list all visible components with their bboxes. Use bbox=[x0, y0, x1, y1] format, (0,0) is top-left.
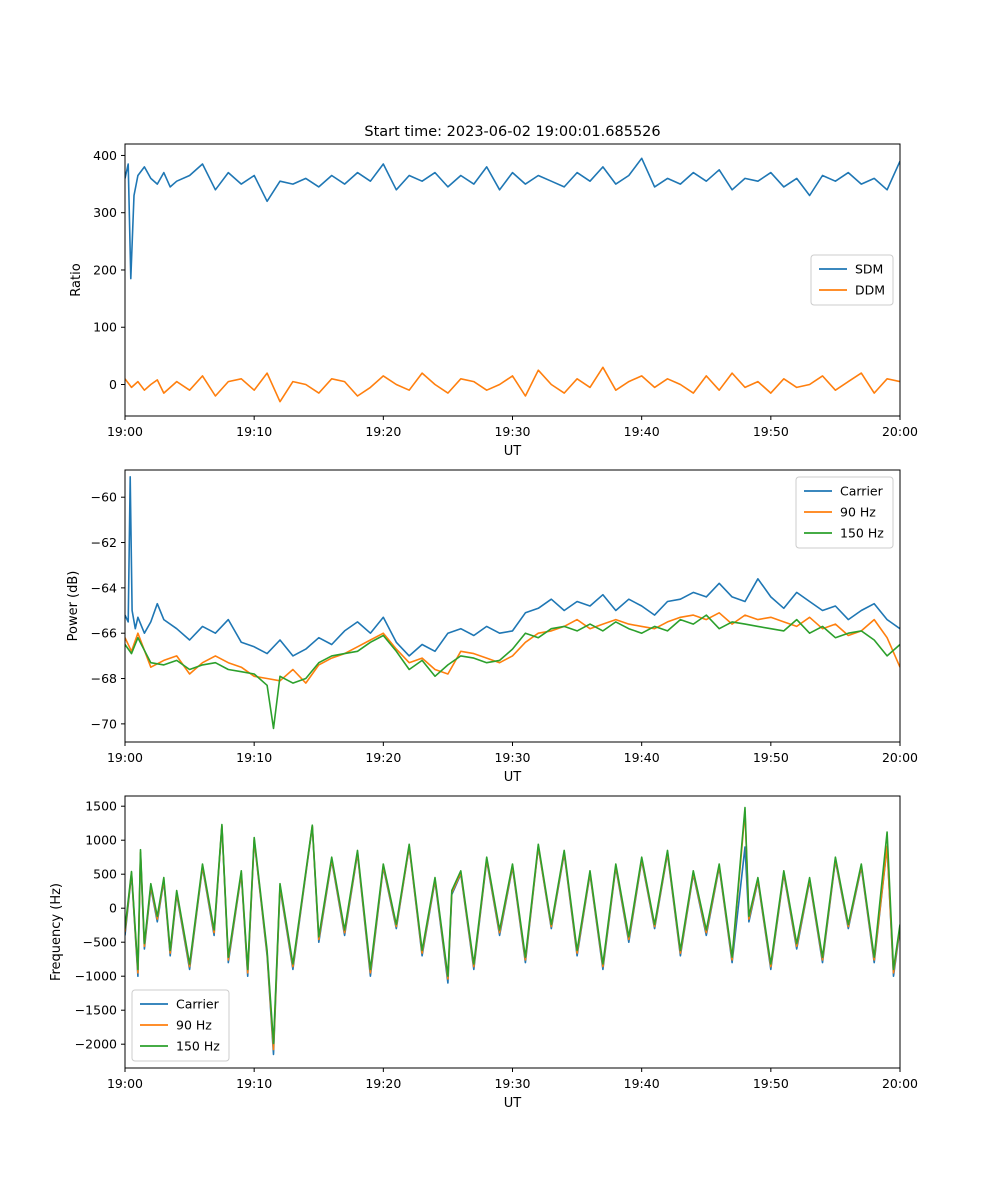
legend-label: 90 Hz bbox=[840, 505, 876, 520]
y-tick-label: −60 bbox=[91, 490, 117, 505]
y-tick-label: −68 bbox=[91, 671, 117, 686]
legend: Carrier 90 Hz 150 Hz bbox=[795, 476, 894, 549]
x-axis-label: UT bbox=[504, 770, 522, 785]
y-tick-label: 1000 bbox=[85, 833, 117, 848]
y-tick-label: −62 bbox=[91, 535, 117, 550]
x-tick-label: 20:00 bbox=[882, 1076, 918, 1091]
legend-label: DDM bbox=[855, 283, 885, 298]
series-line-sdm bbox=[125, 157, 900, 280]
legend-label: Carrier bbox=[840, 484, 884, 499]
x-tick-label: 19:30 bbox=[494, 750, 530, 765]
y-tick-label: −66 bbox=[91, 626, 117, 641]
x-tick-label: 19:50 bbox=[753, 750, 789, 765]
x-axis-label: UT bbox=[504, 444, 522, 459]
legend: SDM DDM bbox=[810, 254, 894, 306]
legend-label: SDM bbox=[855, 262, 883, 277]
figure-title: Start time: 2023-06-02 19:00:01.685526 bbox=[364, 124, 660, 140]
y-tick-label: 100 bbox=[93, 320, 117, 335]
y-tick-label: −64 bbox=[91, 580, 117, 595]
y-axis-label: Power (dB) bbox=[66, 571, 81, 642]
y-tick-label: 300 bbox=[93, 205, 117, 220]
legend-label: 150 Hz bbox=[840, 526, 884, 541]
y-tick-label: −1500 bbox=[75, 1003, 117, 1018]
x-tick-label: 19:00 bbox=[107, 1076, 143, 1091]
series-line-150-hz bbox=[125, 806, 900, 1045]
legend-box bbox=[131, 989, 230, 1062]
y-tick-label: 1500 bbox=[85, 799, 117, 814]
x-tick-label: 19:10 bbox=[236, 424, 272, 439]
y-tick-label: 200 bbox=[93, 262, 117, 277]
subplot-2: 19:00 19:10 19:20 19:30 19:40 19:50 20:00 −70 −6… bbox=[66, 469, 918, 785]
y-axis-label: Ratio bbox=[69, 263, 84, 296]
x-tick-label: 19:10 bbox=[236, 1076, 272, 1091]
series-line-90-hz bbox=[125, 611, 900, 684]
x-tick-label: 19:50 bbox=[753, 424, 789, 439]
x-tick-label: 19:20 bbox=[365, 1076, 401, 1091]
series-line-150-hz bbox=[125, 614, 900, 730]
legend-label: 90 Hz bbox=[176, 1018, 212, 1033]
y-tick-label: −2000 bbox=[75, 1037, 117, 1052]
x-tick-label: 19:30 bbox=[494, 1076, 530, 1091]
x-tick-label: 19:30 bbox=[494, 424, 530, 439]
y-tick-label: 400 bbox=[93, 148, 117, 163]
series-line-ddm bbox=[125, 366, 900, 403]
x-tick-label: 19:40 bbox=[624, 1076, 660, 1091]
y-tick-label: −500 bbox=[83, 935, 117, 950]
x-tick-label: 19:10 bbox=[236, 750, 272, 765]
legend-box bbox=[810, 254, 894, 306]
x-tick-label: 19:00 bbox=[107, 750, 143, 765]
x-axis-label: UT bbox=[504, 1096, 522, 1111]
legend-label: 150 Hz bbox=[176, 1039, 220, 1054]
x-tick-label: 19:20 bbox=[365, 424, 401, 439]
x-tick-label: 19:20 bbox=[365, 750, 401, 765]
y-axis-label: Frequency (Hz) bbox=[49, 883, 64, 981]
x-tick-label: 19:00 bbox=[107, 424, 143, 439]
legend-label: Carrier bbox=[176, 997, 220, 1012]
x-tick-label: 19:50 bbox=[753, 1076, 789, 1091]
x-tick-label: 20:00 bbox=[882, 750, 918, 765]
x-tick-label: 19:40 bbox=[624, 424, 660, 439]
y-tick-label: 0 bbox=[109, 901, 117, 916]
series-line-carrier bbox=[125, 475, 900, 657]
subplot-1: 19:00 19:10 19:20 19:30 19:40 19:50 20:00 0 100 2… bbox=[69, 143, 918, 459]
y-tick-label: −1000 bbox=[75, 969, 117, 984]
x-tick-label: 19:40 bbox=[624, 750, 660, 765]
y-tick-label: 500 bbox=[93, 867, 117, 882]
legend: Carrier 90 Hz 150 Hz bbox=[131, 989, 230, 1062]
x-tick-label: 20:00 bbox=[882, 424, 918, 439]
subplot-3: 19:00 19:10 19:20 19:30 19:40 19:50 20:00 −2000… bbox=[49, 795, 918, 1111]
legend-box bbox=[795, 476, 894, 549]
y-tick-label: −70 bbox=[91, 716, 117, 731]
panels-group: 19:00 19:10 19:20 19:30 19:40 19:50 20:00 0 100 2… bbox=[49, 143, 918, 1111]
y-tick-label: 0 bbox=[109, 377, 117, 392]
